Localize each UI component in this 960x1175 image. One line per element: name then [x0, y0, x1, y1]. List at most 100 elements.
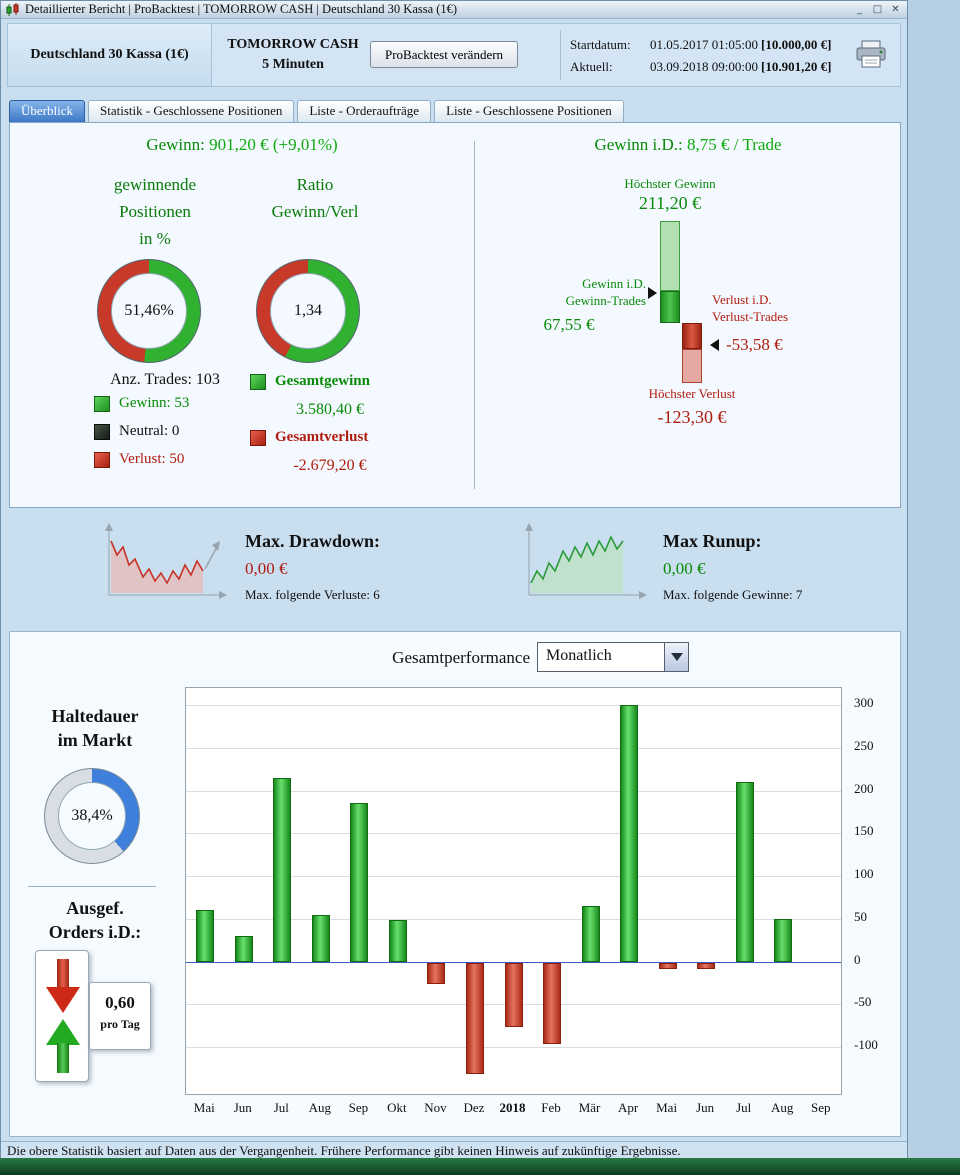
x-axis-label: Jun	[233, 1100, 252, 1115]
close-button[interactable]: ✕	[891, 4, 900, 15]
app-window: Detaillierter Bericht | ProBacktest | TO…	[0, 0, 908, 1159]
x-axis-label: Nov	[424, 1100, 447, 1115]
drawdown-label: Max. Drawdown:	[245, 531, 380, 551]
total-win-row: Gesamtgewinn	[250, 373, 370, 390]
tab-bar: Überblick Statistik - Geschlossene Posit…	[9, 100, 624, 122]
gridline	[186, 790, 841, 792]
performance-bar	[774, 918, 793, 962]
orders-title-line1: Ausgef.	[66, 898, 124, 918]
avg-loss-value-row: -53,58 €	[710, 335, 783, 355]
window-title: Detaillierter Bericht | ProBacktest | TO…	[25, 2, 458, 16]
win-percent-value: 51,46%	[111, 273, 187, 349]
performance-bar	[234, 935, 253, 962]
x-axis-label: Sep	[810, 1100, 831, 1115]
total-win-value: 3.580,40 €	[296, 401, 364, 418]
gridline	[186, 747, 841, 749]
performance-bar	[196, 910, 215, 962]
haltedauer-title-line2: im Markt	[57, 730, 133, 750]
performance-x-axis: Mai Jun Jul Aug Sep Okt Nov Dez 2018 Feb Mär Apr Mai…	[185, 1100, 842, 1120]
red-square-icon	[250, 429, 266, 446]
title-bar: Detaillierter Bericht | ProBacktest | TO…	[1, 1, 907, 19]
y-axis-label: 300	[854, 695, 874, 711]
haltedauer-value: 38,4%	[58, 782, 126, 850]
max-win-bar	[660, 221, 680, 291]
haltedauer-title-line1: Haltedauer	[51, 706, 139, 726]
dropdown-button[interactable]	[664, 643, 688, 671]
legend-neutral: Neutral: 0	[94, 423, 179, 440]
arrow-left-icon	[710, 339, 719, 351]
avg-win-label-line1: Gewinn i.D.	[582, 276, 646, 291]
printer-icon[interactable]	[854, 39, 888, 71]
x-axis-label: Mai	[656, 1100, 678, 1115]
green-square-icon	[94, 395, 110, 412]
haltedauer-donut: 38,4%	[44, 768, 140, 864]
avg-title-label: Gewinn i.D.:	[594, 135, 683, 154]
modify-backtest-button[interactable]: ProBacktest verändern	[370, 41, 519, 68]
start-row: Startdatum: 01.05.2017 01:05:00 [10.000,00…	[570, 34, 831, 56]
runup-sub: Max. folgende Gewinne: 7	[663, 587, 803, 602]
win-donut-header-line3: in %	[139, 229, 171, 248]
runup-value: 0,00 €	[663, 559, 706, 578]
current-capital: [10.901,20 €]	[760, 59, 832, 74]
maximize-button[interactable]: □	[872, 4, 883, 15]
total-win-label: Gesamtgewinn	[275, 373, 370, 389]
ratio-donut-header-line1: Ratio	[296, 175, 334, 194]
start-datetime: 01.05.2017 01:05:00	[650, 37, 758, 52]
performance-bar	[658, 962, 677, 970]
y-axis-label: -100	[854, 1036, 878, 1052]
tab-liste-geschlossene-positionen[interactable]: Liste - Geschlossene Positionen	[434, 100, 624, 122]
red-square-icon	[94, 451, 110, 468]
performance-title: Gesamtperformance	[392, 648, 530, 667]
performance-bar	[427, 962, 446, 984]
overview-panel: Gewinn: 901,20 € (+9,01%) gewinnende Pos…	[9, 122, 901, 508]
period-dropdown[interactable]: Monatlich	[537, 642, 689, 672]
panel-divider	[474, 141, 475, 489]
sidebar-divider	[28, 886, 156, 887]
tab-statistik-geschlossene-positionen[interactable]: Statistik - Geschlossene Positionen	[87, 100, 295, 122]
legend-gewinn-label: Gewinn: 53	[119, 395, 190, 411]
avg-win-bar	[660, 290, 680, 324]
avg-loss-label-line1: Verlust i.D.	[712, 292, 772, 307]
y-axis-label: 250	[854, 737, 874, 753]
drawdown-value: 0,00 €	[245, 559, 288, 578]
performance-y-axis: 300 250 200 150 100 50 0 -50 -100	[846, 687, 900, 1095]
win-percent-donut: 51,46%	[97, 259, 201, 363]
x-axis-label: Sep	[348, 1100, 369, 1115]
orders-value: 0,60	[105, 993, 135, 1012]
zero-line	[186, 961, 841, 963]
ratio-value: 1,34	[270, 273, 346, 349]
tab-liste-orderauftraege[interactable]: Liste - Orderaufträge	[297, 100, 432, 122]
orders-value-box: 0,60 pro Tag	[89, 982, 151, 1050]
performance-bar	[273, 777, 292, 962]
system-info: TOMORROW CASH 5 Minuten	[218, 35, 368, 75]
max-loss-bar	[682, 349, 702, 383]
ratio-donut-header: Ratio Gewinn/Verl	[235, 171, 395, 225]
candlestick-icon	[6, 2, 19, 16]
total-loss-label: Gesamtverlust	[275, 429, 369, 445]
performance-plot	[185, 687, 842, 1095]
chevron-down-icon	[670, 653, 683, 661]
avg-loss-bar	[682, 323, 702, 350]
system-timeframe: 5 Minuten	[262, 57, 324, 72]
status-bar: Die obere Statistik basiert auf Daten au…	[1, 1141, 907, 1159]
date-capital-block: Startdatum: 01.05.2017 01:05:00 [10.000,00…	[570, 34, 831, 78]
drawdown-sub: Max. folgende Verluste: 6	[245, 587, 380, 602]
minimize-button[interactable]: _	[857, 4, 862, 15]
orders-title-line2: Orders i.D.:	[48, 922, 142, 942]
x-axis-label: Jul	[273, 1100, 289, 1115]
gewinn-title: Gewinn: 901,20 € (+9,01%)	[10, 135, 474, 155]
avg-trade-bars	[660, 221, 704, 383]
instrument-name: Deutschland 30 Kassa (1€)	[8, 24, 212, 86]
x-axis-label: 2018	[499, 1100, 526, 1115]
gewinn-value: 901,20 € (+9,01%)	[209, 135, 338, 154]
avg-win-value: 67,55 €	[543, 315, 595, 334]
current-row: Aktuell: 03.09.2018 09:00:00 [10.901,20 €]	[570, 56, 831, 78]
legend-neutral-label: Neutral: 0	[119, 423, 180, 439]
y-axis-label: 0	[854, 951, 861, 967]
max-win-value: 211,20 €	[638, 193, 702, 213]
report-header: Deutschland 30 Kassa (1€) TOMORROW CASH …	[7, 23, 901, 87]
gridline	[186, 705, 841, 707]
start-label: Startdatum:	[570, 37, 631, 52]
x-axis-label: Jun	[696, 1100, 715, 1115]
tab-ueberblick[interactable]: Überblick	[9, 100, 85, 122]
